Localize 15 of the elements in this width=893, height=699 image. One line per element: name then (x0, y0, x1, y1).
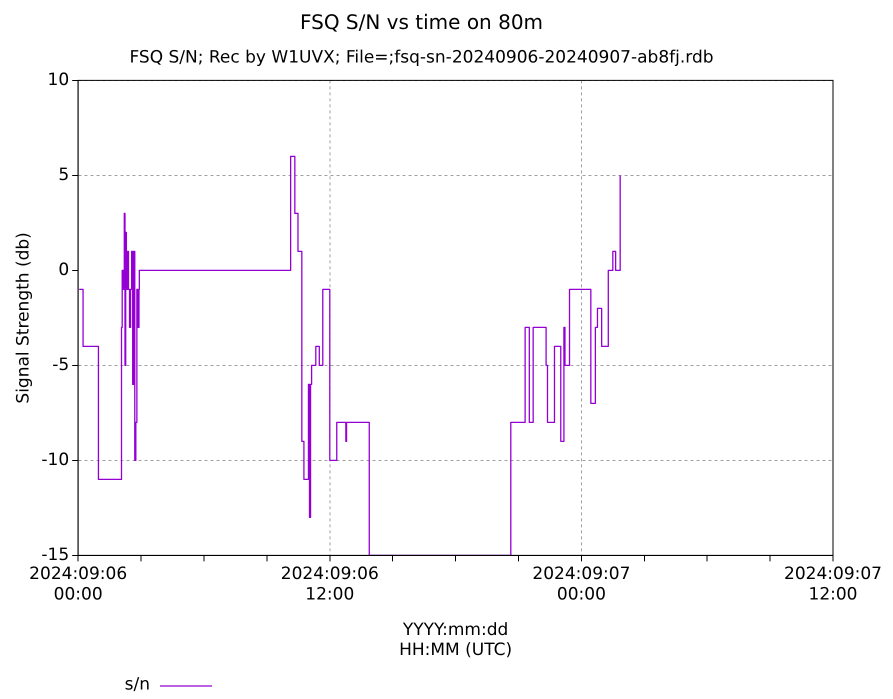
y-tick-label: 10 (48, 70, 70, 90)
y-tick-label: -10 (41, 450, 70, 470)
chart-title: FSQ S/N vs time on 80m (300, 10, 544, 34)
x-axis-title: YYYY:mm:dd HH:MM (UTC) (399, 620, 512, 660)
x-tick-label: 2024:09:07 12:00 (784, 564, 882, 604)
y-tick-label: 0 (58, 260, 70, 280)
chart-subtitle: FSQ S/N; Rec by W1UVX; File=;fsq-sn-20240906-20240907-ab8fj.rdb (129, 48, 714, 68)
y-tick-label: -5 (52, 354, 70, 375)
y-axis-title: Signal Strength (db) (14, 232, 34, 404)
x-tick-label: 2024:09:06 00:00 (29, 564, 128, 604)
y-tick-label: 5 (58, 164, 70, 185)
x-tick-label: 2024:09:06 12:00 (280, 564, 379, 604)
x-tick-label: 2024:09:07 00:00 (532, 564, 630, 604)
y-tick-label: -15 (41, 544, 70, 565)
legend-label: s/n (124, 674, 150, 694)
